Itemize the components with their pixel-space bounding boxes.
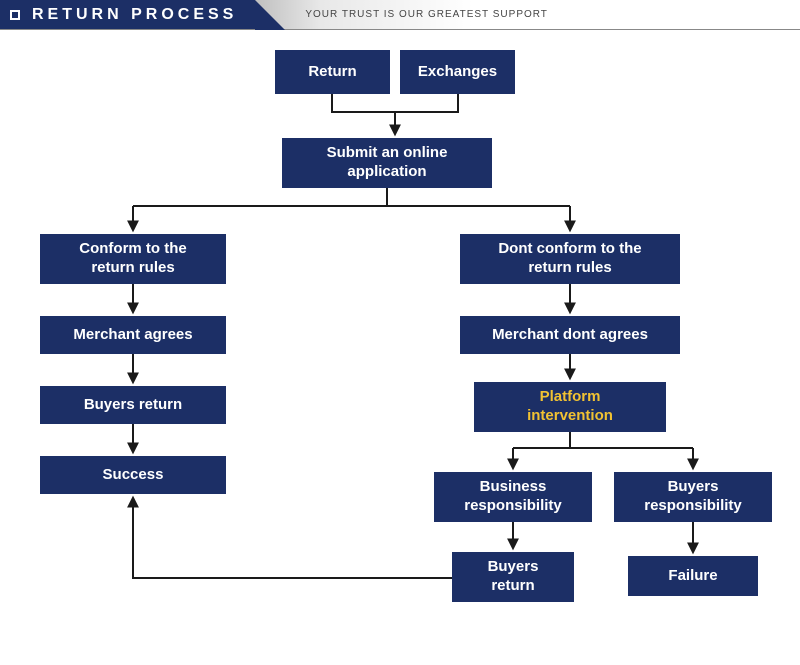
node-mdontagree: Merchant dont agrees [460, 316, 680, 354]
node-bizresp: Businessresponsibility [434, 472, 592, 522]
square-icon [10, 10, 20, 20]
flowchart-canvas: ReturnExchanges Submit an onlineapplicati… [0, 30, 800, 665]
node-submit: Submit an onlineapplication [282, 138, 492, 188]
node-failure: Failure [628, 556, 758, 596]
flow-edge [332, 94, 458, 112]
node-conform: Conform to thereturn rules [40, 234, 226, 284]
header-bar: RETURN PROCESS YOUR TRUST IS OUR GREATES… [0, 0, 800, 30]
node-nconform: Dont conform to thereturn rules [460, 234, 680, 284]
node-breturn1: Buyers return [40, 386, 226, 424]
node-exchanges: Exchanges [400, 50, 515, 94]
node-return: Return [275, 50, 390, 94]
node-success: Success [40, 456, 226, 494]
header-subtitle: YOUR TRUST IS OUR GREATEST SUPPORT [255, 0, 800, 29]
node-buyresp: Buyersresponsibility [614, 472, 772, 522]
node-breturn2: Buyersreturn [452, 552, 574, 602]
node-platform: Platformintervention [474, 382, 666, 432]
header-title-block: RETURN PROCESS [0, 0, 255, 29]
header-title: RETURN PROCESS [32, 6, 237, 24]
node-magree: Merchant agrees [40, 316, 226, 354]
flow-edge [133, 498, 452, 578]
